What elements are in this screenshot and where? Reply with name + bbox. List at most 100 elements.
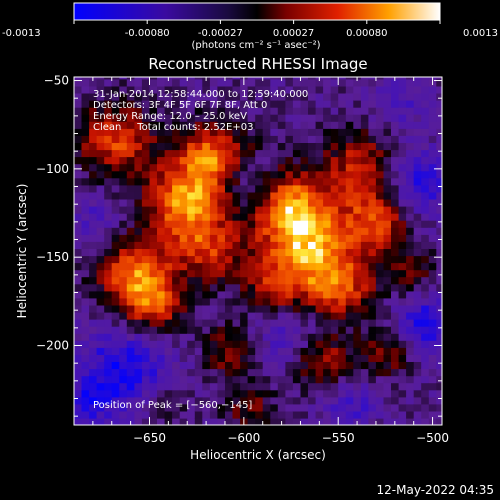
heatmap-cell — [360, 403, 369, 412]
heatmap-cell — [270, 382, 279, 391]
heatmap-cell — [255, 389, 264, 398]
heatmap-cell — [398, 206, 407, 214]
heatmap-cell — [149, 255, 158, 264]
heatmap-cell — [141, 77, 150, 80]
colorbar-units: (photons cm⁻² s⁻¹ asec⁻²) — [191, 40, 320, 51]
heatmap-cell — [217, 177, 226, 186]
heatmap-cell — [225, 241, 234, 249]
heatmap-cell — [391, 340, 400, 348]
heatmap-cell — [217, 170, 226, 179]
heatmap-cell — [240, 213, 249, 221]
heatmap-cell — [217, 276, 226, 285]
heatmap-cell — [225, 114, 234, 122]
heatmap-cell — [119, 283, 128, 292]
heatmap-cell — [300, 156, 309, 165]
heatmap-cell — [240, 149, 249, 158]
heatmap-cell — [247, 220, 256, 228]
heatmap-cell — [96, 184, 105, 193]
heatmap-cell — [232, 396, 241, 405]
heatmap-cell — [81, 326, 90, 334]
heatmap-cell — [375, 262, 384, 271]
heatmap-cell — [368, 283, 377, 292]
heatmap-cell — [149, 135, 158, 143]
heatmap-cell — [421, 100, 430, 108]
heatmap-cell — [345, 248, 354, 257]
heatmap-cell — [436, 283, 442, 292]
heatmap-cell — [141, 290, 150, 299]
heatmap-cell — [141, 149, 150, 158]
heatmap-cell — [164, 121, 173, 129]
heatmap-cell — [172, 220, 181, 228]
heatmap-cell — [436, 92, 442, 101]
heatmap-cell — [119, 121, 128, 129]
heatmap-cell — [436, 149, 442, 158]
heatmap-cell — [315, 410, 324, 419]
heatmap-cell — [126, 142, 135, 151]
heatmap-cell — [104, 389, 113, 398]
heatmap-cell — [308, 304, 317, 313]
heatmap-cell — [104, 128, 113, 136]
heatmap-cell — [360, 269, 369, 278]
heatmap-cell — [270, 396, 279, 405]
heatmap-cell — [277, 142, 286, 151]
heatmap-cell — [375, 382, 384, 391]
heatmap-cell — [172, 142, 181, 151]
heatmap-cell — [262, 170, 271, 179]
heatmap-cell — [134, 290, 143, 299]
heatmap-cell — [187, 163, 196, 172]
heatmap-cell — [111, 149, 120, 158]
heatmap-cell — [119, 149, 128, 158]
heatmap-cell — [149, 389, 158, 398]
heatmap-cell — [285, 78, 294, 87]
heatmap-cell — [398, 304, 407, 313]
heatmap-cell — [202, 85, 211, 94]
heatmap-cell — [187, 290, 196, 299]
heatmap-cell — [217, 382, 226, 391]
heatmap-cell — [217, 410, 226, 419]
heatmap-cell — [247, 191, 256, 200]
heatmap-cell — [149, 206, 158, 214]
heatmap-cell — [406, 354, 415, 362]
heatmap-cell — [277, 234, 286, 242]
heatmap-cell — [383, 191, 392, 200]
heatmap-cell — [413, 142, 422, 151]
heatmap-cell — [81, 128, 90, 136]
heatmap-cell — [179, 77, 188, 80]
heatmap-cell — [187, 354, 196, 362]
heatmap-cell — [300, 290, 309, 299]
heatmap-cell — [406, 333, 415, 341]
heatmap-cell — [225, 389, 234, 398]
heatmap-cell — [368, 100, 377, 108]
heatmap-cell — [225, 340, 234, 348]
heatmap-cell — [134, 368, 143, 377]
heatmap-cell — [119, 382, 128, 391]
heatmap-cell — [383, 107, 392, 115]
heatmap-cell — [428, 142, 437, 151]
heatmap-cell — [360, 121, 369, 129]
heatmap-cell — [300, 304, 309, 313]
heatmap-cell — [277, 326, 286, 334]
heatmap-cell — [134, 361, 143, 370]
heatmap-cell — [406, 128, 415, 136]
heatmap-cell — [308, 213, 317, 221]
heatmap-cell — [398, 382, 407, 391]
heatmap-cell — [240, 255, 249, 264]
heatmap-cell — [126, 107, 135, 115]
heatmap-cell — [104, 269, 113, 278]
heatmap-cell — [134, 100, 143, 108]
heatmap-cell — [428, 206, 437, 214]
heatmap-cell — [277, 121, 286, 129]
heatmap-cell — [398, 410, 407, 419]
heatmap-cell — [187, 198, 196, 207]
heatmap-cell — [179, 403, 188, 412]
heatmap-cell — [89, 403, 98, 412]
heatmap-cell — [323, 255, 332, 264]
heatmap-cell — [232, 410, 241, 419]
heatmap-cells — [74, 77, 442, 425]
heatmap-cell — [247, 198, 256, 207]
heatmap-cell — [285, 184, 294, 193]
heatmap-cell — [119, 389, 128, 398]
heatmap-cell — [436, 347, 442, 355]
heatmap-cell — [391, 354, 400, 362]
heatmap-cell — [225, 163, 234, 172]
